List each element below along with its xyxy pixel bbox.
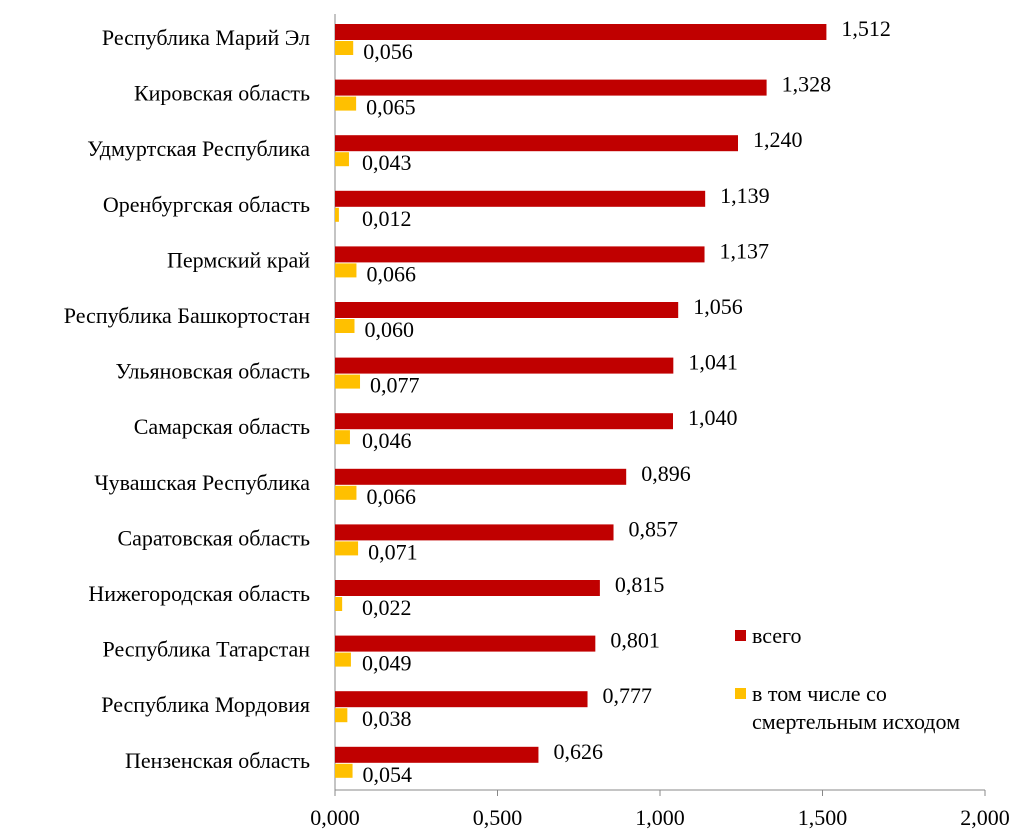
y-tick-label: Ульяновская область: [115, 359, 310, 384]
data-label: 0,049: [362, 651, 412, 676]
data-label: 0,056: [363, 39, 413, 64]
legend-swatch: [735, 630, 746, 641]
bar: [335, 374, 361, 389]
bar: [335, 357, 674, 374]
data-label: 0,022: [362, 595, 412, 620]
bar: [335, 302, 679, 318]
x-tick-label: 1,500: [798, 805, 848, 830]
bar: [335, 708, 348, 723]
legend-label: всего: [752, 623, 802, 648]
data-label: 1,040: [688, 405, 738, 430]
bar: [335, 635, 596, 652]
data-label: 0,857: [629, 516, 679, 541]
bar: [335, 746, 539, 763]
data-label: 1,328: [782, 72, 832, 97]
bar: [335, 135, 738, 152]
bar: [335, 263, 357, 278]
data-label: 0,801: [610, 628, 660, 653]
bar: [335, 485, 357, 500]
data-label: 0,077: [370, 373, 420, 398]
bar: [335, 413, 673, 430]
data-label: 0,815: [615, 572, 665, 597]
data-label: 1,240: [753, 127, 803, 152]
data-label: 0,046: [362, 428, 412, 453]
data-label: 0,043: [362, 150, 412, 175]
x-tick-label: 0,000: [310, 805, 360, 830]
data-label: 0,066: [366, 484, 416, 509]
y-tick-label: Республика Татарстан: [103, 637, 311, 662]
bar: [335, 580, 600, 596]
data-label: 0,065: [366, 95, 416, 120]
bar: [335, 652, 351, 667]
y-tick-label: Оренбургская область: [103, 192, 310, 217]
y-tick-label: Республика Мордовия: [101, 692, 310, 717]
y-tick-label: Чувашская Республика: [94, 470, 310, 495]
y-tick-label: Самарская область: [134, 414, 310, 439]
y-tick-label: Удмуртская Республика: [87, 136, 310, 161]
data-label: 0,626: [553, 739, 603, 764]
bar: [335, 207, 339, 222]
y-tick-label: Республика Башкортостан: [64, 303, 310, 328]
y-tick-label: Саратовская область: [117, 525, 310, 550]
bar: [335, 524, 614, 541]
bar: [335, 691, 588, 708]
bar: [335, 152, 349, 167]
data-label: 1,139: [720, 183, 770, 208]
data-label: 0,071: [368, 539, 418, 564]
data-label: 1,137: [720, 238, 770, 263]
bar: [335, 41, 354, 55]
data-label: 1,056: [693, 294, 743, 319]
bar: [335, 468, 627, 485]
data-label: 0,038: [362, 706, 412, 731]
y-tick-label: Нижегородская область: [88, 581, 310, 606]
bar: [335, 190, 706, 207]
bar: [335, 246, 705, 263]
bar: [335, 24, 827, 40]
bar: [335, 79, 767, 96]
data-label: 0,896: [641, 461, 691, 486]
data-label: 1,041: [688, 350, 738, 375]
legend-swatch: [735, 688, 746, 699]
data-label: 0,066: [366, 261, 416, 286]
bar: [335, 430, 350, 445]
x-tick-label: 1,000: [635, 805, 685, 830]
x-tick-label: 2,000: [960, 805, 1010, 830]
y-tick-label: Пензенская область: [125, 748, 310, 773]
x-tick-label: 0,500: [473, 805, 523, 830]
bar: [335, 597, 343, 611]
bar: [335, 541, 359, 556]
legend-label: в том числе со смертельным исходом: [752, 681, 961, 734]
data-label: 0,054: [363, 762, 413, 787]
data-label: 0,777: [603, 683, 653, 708]
bar: [335, 96, 357, 111]
bar: [335, 319, 355, 333]
bar: [335, 763, 353, 778]
data-label: 0,012: [362, 206, 412, 231]
y-tick-label: Кировская область: [134, 81, 310, 106]
y-tick-label: Пермский край: [167, 247, 310, 272]
y-tick-label: Республика Марий Эл: [102, 25, 310, 50]
data-label: 1,512: [841, 16, 891, 41]
data-label: 0,060: [365, 317, 415, 342]
